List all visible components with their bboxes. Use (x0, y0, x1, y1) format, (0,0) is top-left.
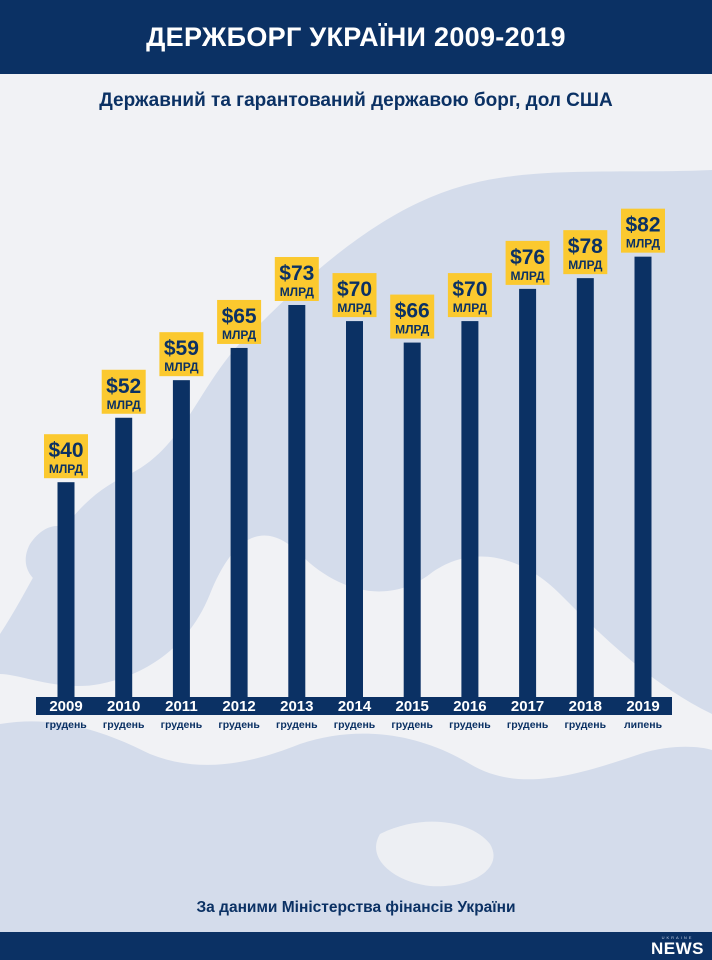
x-tick-label-2014: 2014 (338, 698, 372, 715)
value-label-2012: $65 (222, 305, 257, 328)
bar-2016 (461, 321, 479, 697)
value-label-2010: $52 (106, 375, 141, 398)
period-label-2016: грудень (449, 719, 491, 731)
unit-label-2018: МЛРД (568, 258, 603, 272)
page-header: ДЕРЖБОРГ УКРАЇНИ 2009-2019 (0, 0, 712, 74)
unit-label-2019: МЛРД (626, 237, 661, 251)
chart-subtitle: Державний та гарантований державою борг,… (99, 90, 613, 111)
x-tick-label-2015: 2015 (396, 698, 429, 715)
unit-label-2015: МЛРД (395, 323, 430, 337)
bar-2017 (519, 288, 537, 697)
period-label-2017: грудень (507, 719, 549, 731)
bar-2018 (576, 278, 594, 697)
x-tick-label-2018: 2018 (569, 698, 602, 715)
period-label-2010: грудень (103, 719, 145, 731)
value-label-box-2009 (44, 434, 88, 479)
bar-2011 (172, 380, 190, 697)
value-label-box-2011 (159, 332, 204, 377)
value-label-2016: $70 (452, 278, 487, 301)
period-label-2018: грудень (565, 719, 607, 731)
value-label-2009: $40 (48, 439, 83, 462)
value-label-box-2013 (274, 256, 319, 301)
map-landmass-south (0, 721, 712, 932)
page-title: ДЕРЖБОРГ УКРАЇНИ 2009-2019 (146, 21, 566, 52)
unit-label-2011: МЛРД (164, 360, 199, 374)
period-label-2014: грудень (334, 719, 376, 731)
value-label-2017: $76 (510, 246, 545, 269)
value-label-box-2014 (332, 273, 377, 318)
value-label-box-2012 (217, 299, 262, 344)
value-label-box-2019 (621, 208, 665, 253)
unit-label-2009: МЛРД (49, 462, 84, 476)
source-note: За даними Міністерства фінансів України (196, 899, 516, 916)
page-footer: UKRAINE NEWS (0, 932, 712, 960)
unit-label-2017: МЛРД (510, 269, 545, 283)
value-label-box-2010 (101, 369, 146, 414)
value-label-box-2018 (563, 230, 608, 275)
bar-2014 (346, 321, 363, 697)
period-label-2009: грудень (45, 719, 87, 731)
unit-label-2014: МЛРД (337, 301, 372, 315)
bar-2012 (230, 347, 248, 697)
unit-label-2010: МЛРД (107, 398, 142, 412)
x-tick-label-2017: 2017 (511, 698, 544, 715)
x-axis-strip (36, 697, 672, 715)
period-label-2012: грудень (218, 719, 260, 731)
value-label-2011: $59 (164, 337, 199, 360)
x-tick-label-2012: 2012 (222, 698, 255, 715)
value-label-box-2015 (390, 294, 435, 339)
x-tick-label-2016: 2016 (453, 698, 486, 715)
news-logo: UKRAINE NEWS (651, 935, 704, 957)
period-label-2011: грудень (161, 719, 203, 731)
bar-2009 (57, 482, 75, 697)
x-tick-label-2009: 2009 (49, 698, 82, 715)
value-label-2015: $66 (395, 300, 430, 323)
value-label-2014: $70 (337, 278, 372, 301)
bar-2013 (288, 304, 306, 697)
unit-label-2016: МЛРД (453, 301, 488, 315)
period-label-2013: грудень (276, 719, 318, 731)
value-label-2019: $82 (625, 214, 660, 237)
bar-2015 (403, 342, 421, 697)
bar-2019 (634, 256, 652, 697)
unit-label-2012: МЛРД (222, 328, 257, 342)
period-label-2015: грудень (391, 719, 433, 731)
map-sea-south (376, 821, 494, 887)
value-label-box-2016 (447, 273, 492, 318)
x-tick-label-2019: 2019 (626, 698, 659, 715)
logo-small-text: UKRAINE (661, 935, 694, 940)
bar-chart: $40МЛРД2009грудень$52МЛРД2010грудень$59М… (36, 208, 672, 731)
x-tick-label-2011: 2011 (165, 698, 198, 715)
period-label-2019: липень (624, 719, 663, 731)
x-tick-label-2013: 2013 (280, 698, 313, 715)
unit-label-2013: МЛРД (280, 285, 315, 299)
value-label-2018: $78 (568, 235, 603, 258)
value-label-2013: $73 (279, 262, 314, 285)
x-tick-label-2010: 2010 (107, 698, 140, 715)
value-label-box-2017 (505, 240, 550, 285)
bar-2010 (115, 417, 133, 697)
logo-main-text: NEWS (651, 939, 704, 958)
